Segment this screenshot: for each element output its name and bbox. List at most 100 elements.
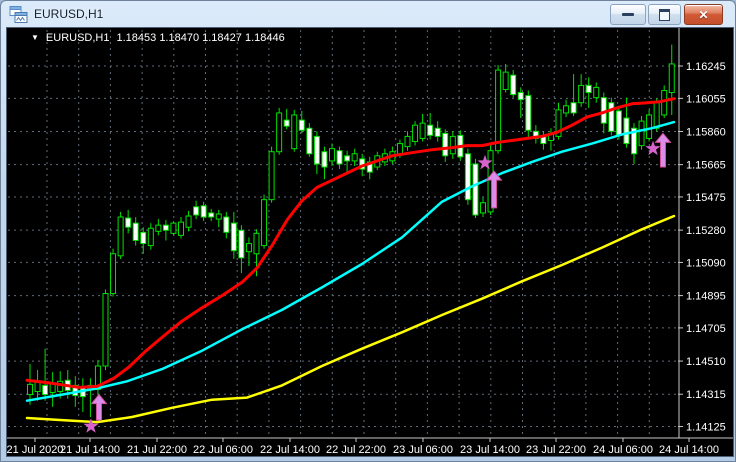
candle-body (427, 124, 434, 136)
y-axis-label: 1.16245 (686, 61, 726, 73)
candle-body (396, 143, 403, 155)
title-bar[interactable]: EURUSD,H1 ✕ (1, 1, 735, 27)
candle (442, 129, 449, 162)
candle-body (615, 110, 622, 136)
y-axis-label: 1.15665 (686, 160, 726, 172)
signal-star-icon (83, 418, 99, 433)
candle-body (253, 232, 260, 255)
chart-area[interactable]: 1.16245 1.16055 1.15860 1.15665 1.15475 1.152… (6, 27, 734, 457)
candle (140, 227, 147, 254)
candle (517, 87, 524, 119)
candle-body (215, 213, 222, 220)
y-axis-label: 1.15860 (686, 126, 726, 138)
candle-body (623, 117, 630, 145)
candle (208, 208, 215, 222)
candle (646, 109, 653, 142)
candle (261, 194, 268, 249)
candle-body (646, 114, 653, 139)
candle (170, 221, 177, 236)
candle-body (480, 202, 486, 214)
candle (472, 158, 479, 219)
candle (245, 237, 252, 266)
window-title: EURUSD,H1 (34, 7, 104, 21)
candles-layer (27, 44, 675, 418)
candle (578, 74, 585, 107)
candle-body (193, 206, 200, 216)
candle (117, 211, 124, 259)
close-button[interactable]: ✕ (684, 4, 723, 25)
symbol-dropdown-icon[interactable]: ▼ (31, 33, 39, 42)
signal-star-icon (477, 154, 493, 170)
candle-body (570, 102, 577, 114)
candle (27, 363, 33, 405)
y-axis-label: 1.15280 (686, 225, 726, 237)
red-ma (25, 97, 676, 389)
candle-body (170, 222, 177, 234)
candle-body (261, 199, 268, 247)
candle (638, 116, 645, 150)
y-axis-label: 1.16055 (686, 93, 726, 105)
candle-body (661, 89, 668, 116)
cyan-ma (25, 120, 676, 402)
candle-body (585, 84, 592, 94)
candle (329, 143, 335, 166)
y-axis-label: 1.14705 (686, 323, 726, 335)
candle-body (208, 212, 215, 218)
buy-arrow-icon (654, 132, 672, 168)
candle (125, 209, 132, 234)
candle-body (238, 229, 245, 259)
candle (215, 209, 222, 228)
candle-body (449, 135, 456, 155)
candle (238, 225, 245, 274)
yellow-ma (25, 214, 676, 424)
candle-body (472, 163, 479, 216)
x-axis-label: 24 Jul 14:00 (659, 444, 719, 456)
axes-layer: 1.16245 1.16055 1.15860 1.15665 1.15475 1.152… (7, 28, 733, 456)
candle (570, 74, 577, 116)
candle-body (291, 114, 298, 150)
grid-layer (8, 30, 678, 438)
candle (480, 197, 486, 218)
minimize-button[interactable] (610, 4, 646, 25)
candle (102, 289, 109, 371)
restore-button[interactable] (648, 4, 681, 25)
chart-ohlc-values: 1.18453 1.18470 1.18427 1.18446 (116, 32, 285, 44)
candle-body (125, 217, 132, 228)
y-axis-label: 1.14315 (686, 389, 726, 401)
candle-body (525, 95, 532, 131)
candle (464, 148, 471, 205)
candle-body (313, 135, 320, 165)
candle-body (653, 102, 660, 129)
candle-body (608, 102, 615, 132)
candle (608, 97, 615, 136)
candle-body (404, 135, 411, 148)
candle-body (631, 127, 637, 155)
buy-arrow-icon (90, 393, 108, 421)
candle-body (223, 216, 230, 233)
candle (87, 378, 94, 418)
candle (268, 146, 275, 203)
markers-layer (83, 132, 672, 433)
candle (49, 372, 56, 407)
candle-body (464, 153, 471, 201)
candle-body (306, 127, 313, 155)
candle-body (185, 215, 192, 228)
y-axis-label: 1.15475 (686, 192, 726, 204)
candle (313, 131, 320, 175)
candle-body (517, 92, 524, 101)
candle-body (668, 63, 675, 94)
price-chart[interactable]: 1.16245 1.16055 1.15860 1.15665 1.15475 1.152… (7, 28, 733, 456)
candle (404, 131, 411, 151)
chart-ohlc-header: ▼ EURUSD,H1 1.18453 1.18470 1.18427 1.18… (31, 32, 285, 44)
candle-body (593, 86, 600, 99)
candle-body (34, 381, 41, 393)
candle-body (268, 151, 275, 201)
buy-arrow-icon (485, 170, 503, 209)
candle (230, 211, 237, 259)
x-axis-label: 23 Jul 06:00 (393, 444, 453, 456)
candle (276, 107, 283, 155)
candle (344, 150, 351, 173)
candle (419, 113, 426, 142)
chart-window-icon (9, 5, 28, 23)
candle (155, 219, 162, 236)
